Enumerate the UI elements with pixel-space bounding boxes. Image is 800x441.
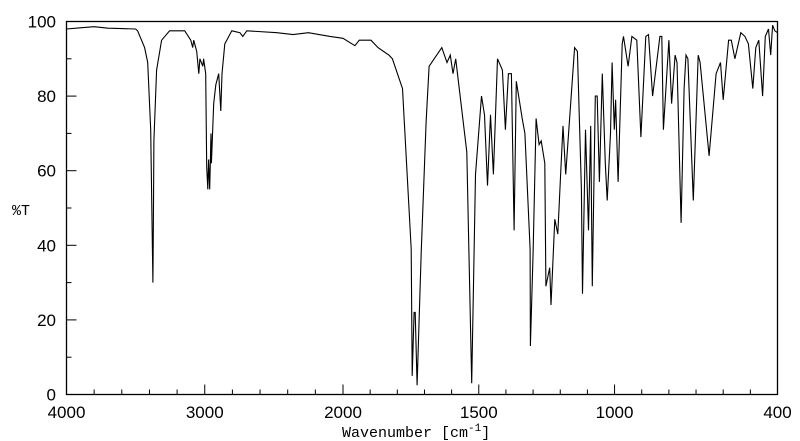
x-tick-label: 1500 bbox=[460, 403, 498, 422]
x-tick-labels: 4000 3000 2000 1500 1000 400 bbox=[48, 403, 792, 422]
x-axis-title: Wavenumber [cm-1] bbox=[342, 423, 490, 441]
x-axis-title-superscript: -1 bbox=[468, 423, 482, 435]
spectrum-line bbox=[66, 24, 778, 386]
y-tick-label: 20 bbox=[37, 311, 56, 330]
x-axis-title-suffix: ] bbox=[481, 425, 490, 441]
x-axis-title-main: Wavenumber [cm bbox=[342, 425, 468, 441]
x-tick-label: 4000 bbox=[48, 403, 86, 422]
plot-frame bbox=[65, 20, 779, 396]
y-tick-label: 40 bbox=[37, 236, 56, 255]
x-tick-label: 1000 bbox=[596, 403, 634, 422]
y-tick-label: 60 bbox=[37, 162, 56, 181]
x-tick-label: 400 bbox=[763, 403, 791, 422]
y-tick-labels: 0 20 40 60 80 100 bbox=[28, 13, 56, 405]
y-tick-label: 80 bbox=[37, 87, 56, 106]
y-axis-title: %T bbox=[12, 203, 30, 220]
y-tick-label: 100 bbox=[28, 13, 56, 32]
y-tick-label: 0 bbox=[47, 386, 56, 405]
x-tick-label: 2000 bbox=[324, 403, 362, 422]
x-tick-label: 3000 bbox=[186, 403, 224, 422]
